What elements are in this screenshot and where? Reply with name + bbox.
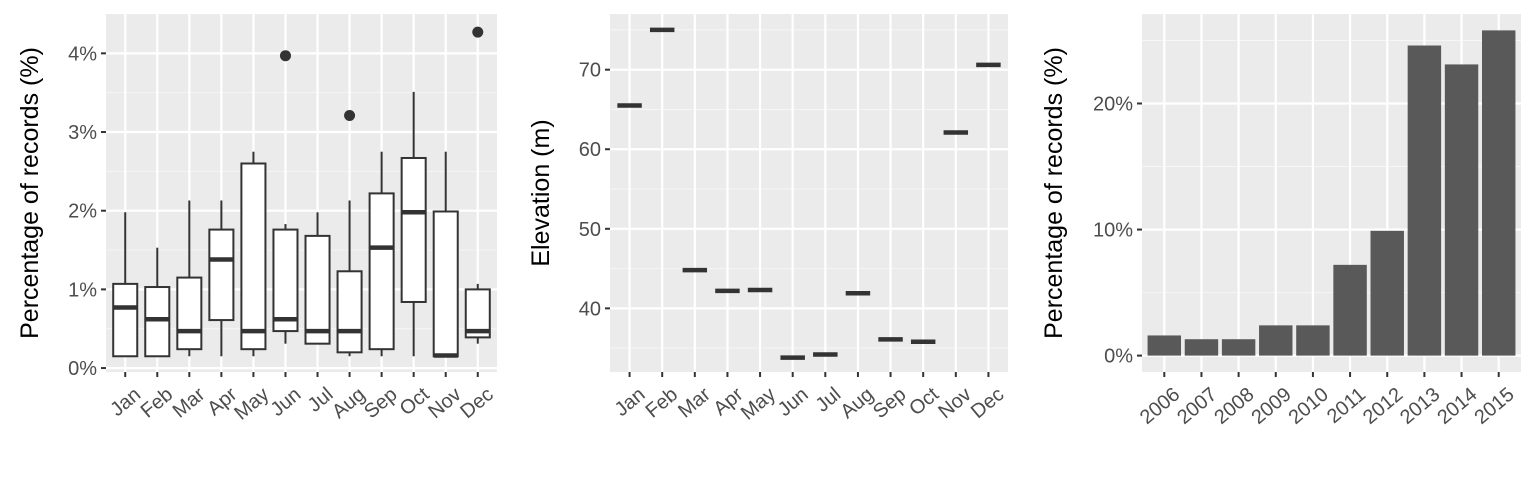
bar (1370, 230, 1404, 356)
y-tick-label: 60 (579, 139, 601, 161)
bar (1147, 335, 1182, 356)
panel-background (610, 14, 1008, 372)
box (336, 270, 363, 354)
box (208, 228, 235, 322)
x-tick-label: 2006 (1136, 383, 1184, 428)
bar (1444, 64, 1479, 356)
box (144, 286, 171, 358)
x-tick-label: Jan (611, 383, 650, 421)
y-tick-label: 20% (1093, 94, 1133, 116)
panel-yearly-percentage-bars: 0% 10% 20% 20062007200820092010201120122013… (1040, 14, 1521, 429)
y-tick-label: 1% (68, 279, 97, 301)
x-tick-label: 2013 (1396, 383, 1444, 428)
panel-background (106, 14, 497, 372)
bar-marks (1147, 30, 1516, 356)
y-tick-label: 70 (579, 60, 601, 82)
x-tick-label: Jun (267, 383, 306, 421)
y-tick-label: 40 (579, 298, 601, 320)
elevation-marks (617, 27, 1001, 360)
box-outlier (279, 50, 291, 62)
y-axis-title: Percentage of records (%) (1040, 47, 1068, 339)
y-tick-label: 3% (68, 122, 97, 144)
box (304, 234, 331, 345)
bar (1407, 45, 1442, 356)
x-tick-label: Oct (905, 383, 943, 420)
box (240, 162, 267, 351)
y-tick-label: 0% (1104, 346, 1133, 368)
box-outlier (344, 109, 356, 121)
box (176, 276, 203, 351)
grid-lines (610, 14, 1008, 372)
box (368, 192, 395, 351)
y-tick-label: 2% (68, 201, 97, 223)
x-tick-label: 2015 (1470, 383, 1518, 428)
bar (1221, 339, 1256, 356)
x-tick-label: Dec (456, 383, 497, 423)
y-tick-label: 0% (68, 358, 97, 380)
x-tick-label: 2011 (1323, 383, 1370, 428)
x-tick-label: 2007 (1173, 383, 1221, 428)
box (272, 228, 299, 333)
bar (1481, 30, 1516, 356)
y-axis-title: Elevation (m) (527, 119, 555, 266)
panel-monthly-elevation: 40506070JanFebMarAprMayJunJulAugSepOctNo… (527, 14, 1008, 425)
box-outlier (472, 26, 484, 38)
y-tick-label: 50 (579, 219, 601, 241)
box (432, 210, 459, 358)
panel-monthly-percentage-boxplot: 0%1%2%3%4%JanFebMarAprMayJunJulAugSepOct… (16, 14, 498, 425)
bar (1184, 339, 1219, 356)
bar (1259, 325, 1293, 356)
box (400, 156, 427, 303)
bar (1333, 264, 1367, 356)
box (112, 282, 139, 358)
bar (1296, 325, 1330, 356)
x-tick-label: Dec (967, 383, 1008, 423)
x-tick-label: 2009 (1247, 383, 1295, 428)
y-tick-label: 10% (1093, 220, 1133, 242)
x-tick-label: Jun (774, 383, 813, 421)
y-tick-label: 4% (68, 43, 97, 65)
x-tick-label: 2012 (1359, 383, 1407, 428)
box-marks (112, 26, 491, 358)
x-tick-label: 2010 (1285, 383, 1333, 428)
y-axis-title: Percentage of records (%) (16, 47, 44, 339)
x-tick-label: 2008 (1210, 383, 1258, 428)
x-tick-label: 2014 (1433, 383, 1481, 428)
